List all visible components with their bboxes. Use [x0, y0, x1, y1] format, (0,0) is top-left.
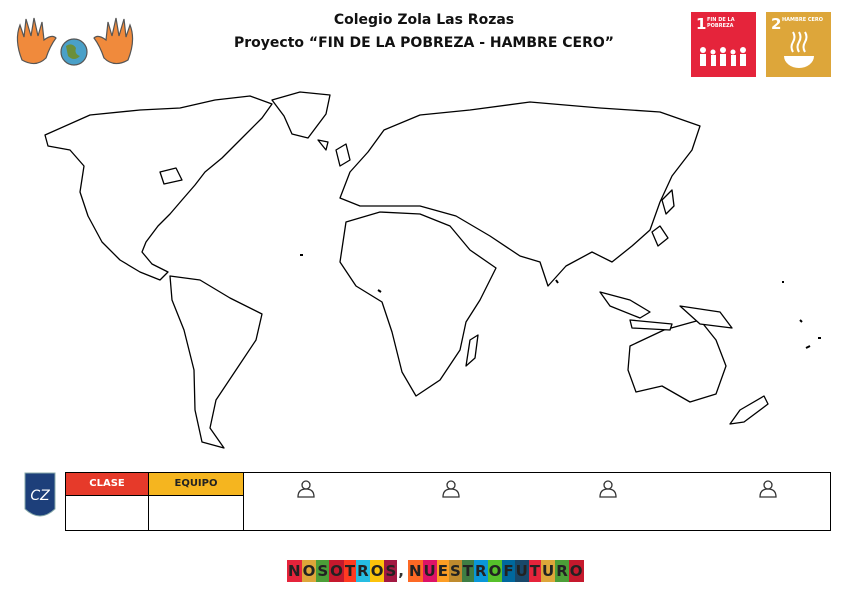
school-crest: CZ	[24, 472, 56, 517]
sdg-2: 2 HAMBRE CERO	[766, 12, 831, 77]
goal-label: HAMBRE CERO	[782, 17, 824, 23]
member-icons	[297, 480, 777, 498]
table-header: CLASE	[89, 478, 125, 489]
people-icon	[700, 47, 746, 66]
goal-number: 1	[696, 15, 707, 33]
goal-label: FIN DE LA POBREZA	[707, 17, 735, 29]
footer-word: ,	[398, 562, 404, 580]
table-header: EQUIPO	[174, 478, 218, 489]
world-map	[44, 91, 821, 449]
school-title: Colegio Zola Las Rozas	[333, 12, 515, 28]
sdg-1: 1 FIN DE LA POBREZA	[691, 12, 756, 77]
project-title: Proyecto “FIN DE LA POBREZA - HAMBRE CER…	[234, 35, 614, 51]
svg-text:CZ: CZ	[30, 488, 50, 504]
goal-number: 2	[771, 15, 782, 33]
bowl-icon	[784, 31, 814, 68]
